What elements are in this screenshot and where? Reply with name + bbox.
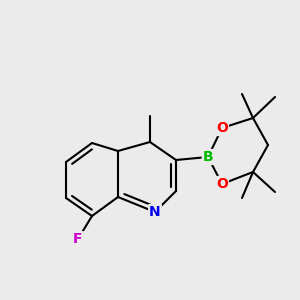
Text: O: O <box>216 121 228 135</box>
Text: O: O <box>216 177 228 191</box>
Text: B: B <box>203 150 213 164</box>
Text: N: N <box>149 205 161 219</box>
Text: F: F <box>73 232 83 246</box>
